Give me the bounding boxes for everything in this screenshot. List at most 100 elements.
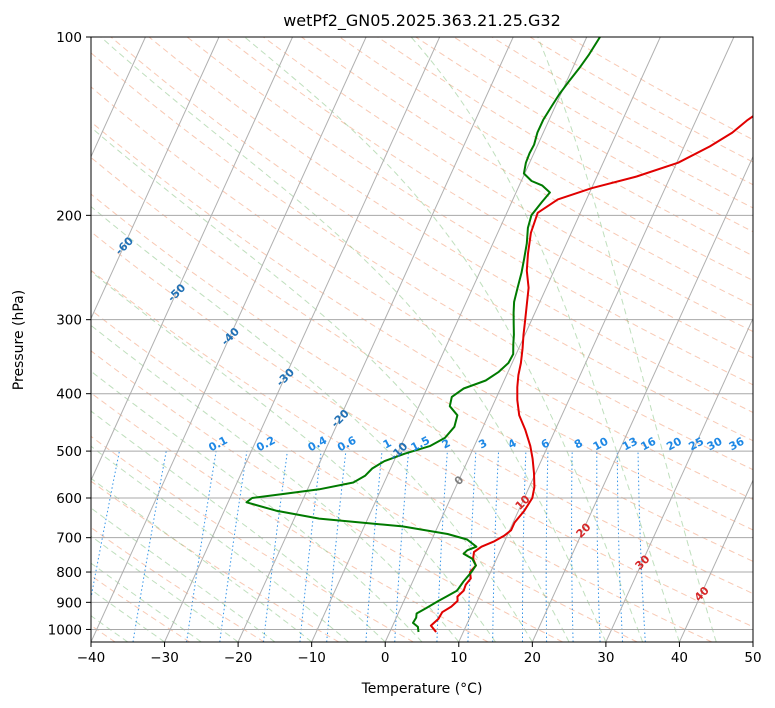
- moist-adiabat: [91, 270, 496, 642]
- mixing-ratio-label: 20: [664, 435, 684, 454]
- y-tick-label: 400: [56, 387, 82, 403]
- dry-adiabat: [263, 37, 753, 333]
- mixing-ratio-label: 36: [727, 435, 747, 454]
- mixing-ratio-line: [365, 451, 383, 642]
- dry-adiabat: [91, 350, 563, 642]
- mixing-ratio-label: 25: [686, 435, 706, 454]
- isotherm-line: [91, 37, 146, 158]
- mixing-ratio-label: 3: [476, 436, 489, 451]
- dewpoint-profile: [245, 37, 601, 633]
- mixing-ratio-line: [219, 451, 248, 642]
- dry-adiabat: [91, 231, 753, 628]
- isotherm-line: [531, 155, 753, 642]
- dry-adiabat: [301, 37, 753, 307]
- y-tick-label: 500: [56, 444, 82, 460]
- sounding-series: [245, 37, 753, 633]
- dry-adiabat: [91, 269, 713, 642]
- dry-adiabat: [91, 121, 753, 531]
- mixing-ratio-line: [637, 451, 646, 642]
- moist-adiabat: [244, 37, 644, 642]
- moist-adiabat: [91, 507, 276, 642]
- isotherm-line: [91, 37, 293, 482]
- mixing-ratio-line: [299, 451, 322, 642]
- mixing-ratio-line: [91, 451, 120, 601]
- y-tick-label: 600: [56, 491, 82, 507]
- mixing-ratio-line: [326, 451, 347, 642]
- isobars: [91, 37, 753, 630]
- x-tick-label: 50: [744, 650, 761, 666]
- moist-adiabat: [537, 37, 717, 642]
- dry-adiabats: [91, 37, 753, 642]
- mixing-ratio-label: 16: [639, 435, 659, 454]
- dry-adiabat: [91, 480, 340, 642]
- plot-area: -100-90-80-70-60-50-40-30-20-10010203040…: [2, 37, 753, 642]
- x-axis-label: Temperature (°C): [361, 681, 483, 697]
- mixing-ratio-label: 10: [591, 435, 611, 454]
- mixing-ratio-label: 8: [572, 436, 585, 451]
- mixing-ratio-line: [596, 451, 601, 642]
- moist-adiabats: [91, 37, 717, 642]
- y-tick-label: 800: [56, 565, 82, 581]
- mixing-ratio-label: 6: [539, 436, 552, 451]
- moist-adiabat: [100, 37, 607, 642]
- moist-adiabat: [91, 588, 165, 642]
- dry-adiabat: [186, 37, 753, 386]
- mixing-ratio-line: [545, 451, 549, 642]
- dry-adiabat: [339, 37, 753, 282]
- mixing-ratio-line: [492, 451, 500, 642]
- moist-adiabat: [91, 370, 423, 642]
- isotherm-label: -80: [2, 154, 25, 177]
- x-tick-label: −20: [224, 650, 253, 666]
- dry-adiabat: [148, 37, 753, 413]
- mixing-ratio-label: 30: [705, 435, 725, 454]
- isotherm-line: [237, 37, 514, 642]
- moist-adiabat: [91, 205, 533, 642]
- mixing-ratio-label: 2: [440, 436, 453, 451]
- isotherm-label: -40: [219, 325, 242, 348]
- mixing-ratio-lines: [91, 451, 646, 642]
- plot-frame: [90, 36, 754, 643]
- mixing-ratio-line: [616, 451, 624, 642]
- y-axis-label: Pressure (hPa): [11, 290, 27, 390]
- x-tick-label: 40: [671, 650, 688, 666]
- x-tick-label: −30: [150, 650, 179, 666]
- mixing-ratio-line: [186, 451, 217, 642]
- y-tick-label: 200: [56, 208, 82, 224]
- mixing-ratio-label: 4: [506, 436, 519, 451]
- isotherm-line: [91, 37, 367, 642]
- x-tick-label: 30: [597, 650, 614, 666]
- isotherm-line: [678, 479, 753, 642]
- x-tick-label: −10: [297, 650, 326, 666]
- dry-adiabat: [91, 156, 753, 562]
- dry-adiabat: [91, 193, 753, 595]
- isotherms: [91, 37, 753, 642]
- chart-title: wetPf2_GN05.2025.363.21.25.G32: [283, 11, 561, 31]
- mixing-ratio-label: 13: [620, 435, 640, 454]
- y-tick-label: 700: [56, 531, 82, 547]
- isotherm-line: [311, 37, 588, 642]
- moist-adiabat: [410, 37, 680, 642]
- isotherm-label: -60: [113, 234, 136, 257]
- mixing-ratio-line: [571, 451, 574, 642]
- y-axis: 100 200 300 400 500 600 700 800 900 1000: [48, 30, 91, 638]
- mixing-ratio-line: [394, 451, 410, 642]
- dry-adiabat: [91, 575, 190, 642]
- isotherm-line: [605, 317, 753, 642]
- mixing-ratio-line: [263, 451, 288, 642]
- x-axis: −40 −30 −20 −10 0 10 20 30 40 50: [77, 642, 762, 666]
- isotherm-line: [91, 37, 220, 320]
- isotherm-line: [752, 640, 753, 642]
- isotherm-label: -20: [329, 407, 352, 430]
- x-tick-label: 20: [524, 650, 541, 666]
- x-tick-label: 0: [381, 650, 390, 666]
- mixing-ratio-line: [132, 451, 167, 642]
- isotherm-label: 40: [692, 584, 712, 604]
- dry-adiabat: [110, 37, 753, 442]
- y-tick-label: 300: [56, 313, 82, 329]
- isotherm-label: 10: [513, 492, 533, 512]
- y-tick-label: 900: [56, 595, 82, 611]
- y-tick-label: 100: [56, 30, 82, 46]
- y-tick-label: 1000: [48, 622, 82, 638]
